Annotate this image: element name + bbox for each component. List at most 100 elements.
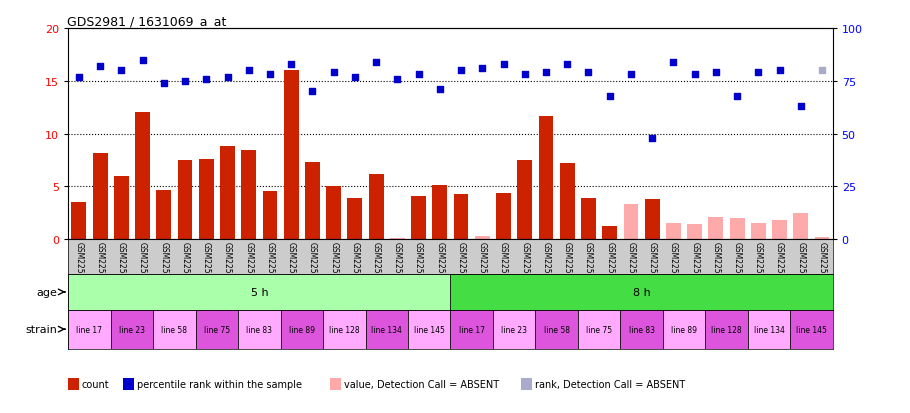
- Text: value, Detection Call = ABSENT: value, Detection Call = ABSENT: [344, 379, 499, 389]
- Text: GSM225320: GSM225320: [435, 241, 444, 287]
- Point: [645, 135, 660, 142]
- Bar: [198, 159, 214, 240]
- Bar: [369, 174, 384, 240]
- Bar: [772, 221, 787, 240]
- Bar: [280, 310, 323, 349]
- Text: GSM225286: GSM225286: [96, 241, 105, 287]
- Text: GSM225331: GSM225331: [648, 241, 657, 287]
- Bar: [411, 196, 426, 240]
- Bar: [623, 205, 638, 240]
- Point: [327, 70, 341, 76]
- Bar: [135, 113, 150, 240]
- Point: [284, 62, 298, 68]
- Text: line 128: line 128: [329, 325, 359, 334]
- Bar: [241, 151, 257, 240]
- Point: [432, 87, 447, 93]
- Point: [623, 72, 638, 78]
- Bar: [68, 275, 450, 310]
- Text: line 89: line 89: [671, 325, 697, 334]
- Bar: [687, 225, 703, 240]
- Text: line 134: line 134: [753, 325, 784, 334]
- Bar: [794, 213, 808, 240]
- Text: GSM225335: GSM225335: [733, 241, 742, 287]
- Text: GSM225325: GSM225325: [521, 241, 530, 287]
- Text: GSM225309: GSM225309: [350, 241, 359, 287]
- Bar: [220, 147, 235, 240]
- Bar: [751, 224, 765, 240]
- Text: line 75: line 75: [204, 325, 230, 334]
- Text: GSM225334: GSM225334: [712, 241, 721, 287]
- Text: GSM225318: GSM225318: [393, 241, 402, 287]
- Bar: [621, 310, 662, 349]
- Text: GSM225337: GSM225337: [775, 241, 784, 287]
- Bar: [496, 193, 511, 240]
- Bar: [666, 224, 681, 240]
- Text: GSM225326: GSM225326: [541, 241, 551, 287]
- Text: GSM225302: GSM225302: [266, 241, 275, 287]
- Point: [709, 70, 723, 76]
- Bar: [708, 217, 723, 240]
- Bar: [326, 187, 341, 240]
- Point: [560, 62, 574, 68]
- Text: GSM225298: GSM225298: [223, 241, 232, 287]
- Text: GSM225304: GSM225304: [287, 241, 296, 287]
- Bar: [284, 71, 298, 240]
- Point: [581, 70, 596, 76]
- Text: line 17: line 17: [76, 325, 103, 334]
- Point: [475, 66, 490, 72]
- Text: line 58: line 58: [543, 325, 570, 334]
- Bar: [517, 161, 532, 240]
- Point: [814, 68, 829, 74]
- Text: percentile rank within the sample: percentile rank within the sample: [136, 379, 301, 389]
- Text: line 58: line 58: [161, 325, 187, 334]
- Point: [348, 74, 362, 81]
- Point: [539, 70, 553, 76]
- Text: line 134: line 134: [371, 325, 402, 334]
- Text: 5 h: 5 h: [250, 287, 268, 297]
- Point: [496, 62, 511, 68]
- Text: line 145: line 145: [414, 325, 445, 334]
- Bar: [602, 227, 617, 240]
- Point: [751, 70, 765, 76]
- Text: GSM225324: GSM225324: [499, 241, 508, 287]
- Bar: [450, 310, 493, 349]
- Text: GSM225333: GSM225333: [690, 241, 699, 287]
- Point: [730, 93, 744, 100]
- Text: GSM225291: GSM225291: [159, 241, 168, 287]
- Point: [199, 76, 214, 83]
- Bar: [111, 310, 153, 349]
- Bar: [114, 176, 129, 240]
- Text: GSM225307: GSM225307: [329, 241, 339, 287]
- Text: line 83: line 83: [247, 325, 272, 334]
- Bar: [814, 237, 829, 240]
- Bar: [177, 161, 193, 240]
- Bar: [560, 164, 574, 240]
- Bar: [389, 238, 405, 240]
- Text: GSM225339: GSM225339: [817, 241, 826, 287]
- Bar: [68, 310, 111, 349]
- Point: [773, 68, 787, 74]
- Text: strain: strain: [25, 324, 57, 335]
- Text: GSM225322: GSM225322: [457, 241, 466, 287]
- Bar: [93, 153, 107, 240]
- Text: GSM225319: GSM225319: [414, 241, 423, 287]
- Point: [177, 78, 192, 85]
- Point: [518, 72, 532, 78]
- Bar: [748, 310, 790, 349]
- Text: line 83: line 83: [629, 325, 654, 334]
- Text: GSM225338: GSM225338: [796, 241, 805, 287]
- Text: GSM225328: GSM225328: [584, 241, 593, 287]
- Point: [136, 57, 150, 64]
- Point: [666, 59, 681, 66]
- Bar: [366, 310, 408, 349]
- Text: GSM225306: GSM225306: [308, 241, 317, 287]
- Text: rank, Detection Call = ABSENT: rank, Detection Call = ABSENT: [535, 379, 685, 389]
- Text: 8 h: 8 h: [632, 287, 651, 297]
- Bar: [790, 310, 833, 349]
- Text: GSM225329: GSM225329: [605, 241, 614, 287]
- Bar: [581, 199, 596, 240]
- Bar: [644, 199, 660, 240]
- Text: GSM225323: GSM225323: [478, 241, 487, 287]
- Text: GSM225317: GSM225317: [371, 241, 380, 287]
- Point: [263, 72, 278, 78]
